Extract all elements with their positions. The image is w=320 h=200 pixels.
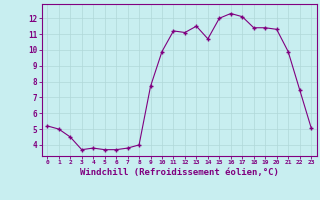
X-axis label: Windchill (Refroidissement éolien,°C): Windchill (Refroidissement éolien,°C) bbox=[80, 168, 279, 177]
